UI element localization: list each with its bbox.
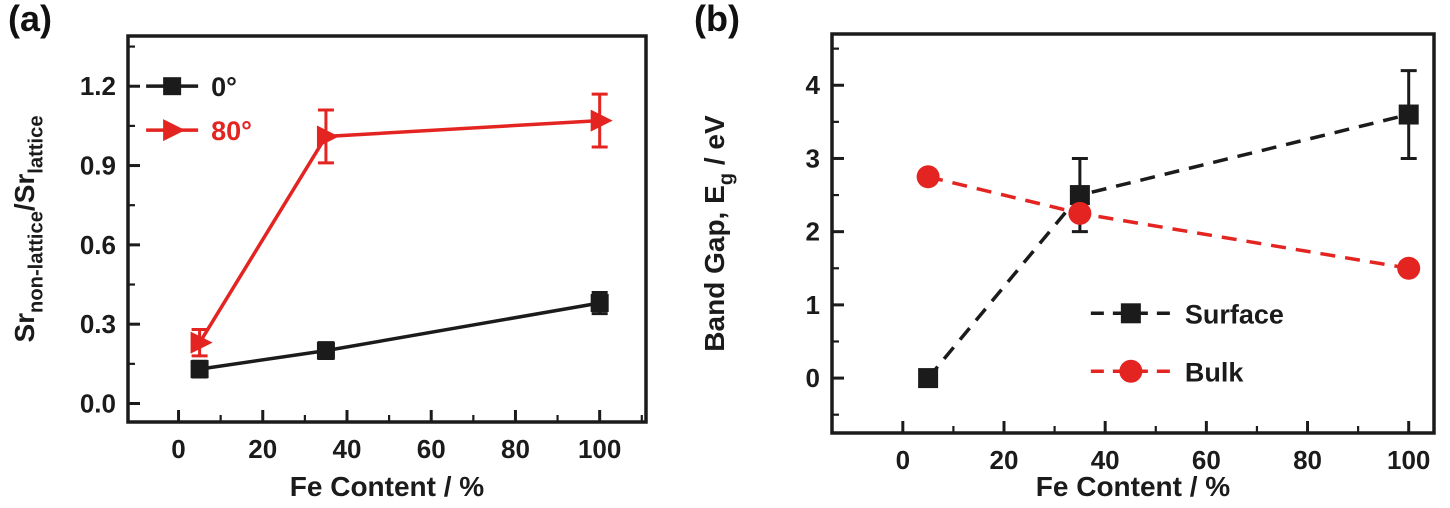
x-tick-label: 60 — [417, 434, 446, 464]
legend-label: 80° — [211, 116, 252, 146]
y-axis-label: Srnon-lattice/Srlattice — [9, 115, 47, 342]
y-tick-label: 4 — [806, 70, 821, 100]
panel-a-chart: 0 20 40 60 80 100 0.0 0.3 0.6 0.9 1.2 Fe Content / … — [9, 34, 648, 502]
y-tick-label: 0.6 — [80, 230, 116, 260]
panel-b: (b) 0 20 40 60 80 100 0 1 2 3 4 Fe Content / % Band … — [680, 0, 1450, 508]
y-tick-label: 3 — [806, 143, 820, 173]
y-tick-label: 0.9 — [80, 151, 116, 181]
plot-frame — [830, 32, 1436, 435]
legend-label: Bulk — [1185, 357, 1244, 387]
marker-square — [163, 77, 182, 96]
x-tick-label: 40 — [1091, 445, 1120, 475]
marker-square — [1069, 185, 1090, 206]
x-tick-label: 20 — [248, 434, 277, 464]
y-tick-label: 0.3 — [80, 309, 116, 339]
x-tick-label: 20 — [990, 445, 1019, 475]
panel-b-chart: 0 20 40 60 80 100 0 1 2 3 4 Fe Content / % Band Gap,… — [699, 32, 1436, 502]
marker-triangle-right — [590, 109, 613, 132]
marker-square — [1398, 104, 1419, 125]
y-tick-label: 1.2 — [80, 71, 116, 101]
x-tick-label: 40 — [333, 434, 362, 464]
legend-label: Surface — [1185, 299, 1284, 329]
x-tick-label: 80 — [501, 434, 530, 464]
x-tick-label: 0 — [896, 445, 910, 475]
series-line-Bulk — [927, 175, 1409, 271]
marker-circle — [1119, 359, 1143, 383]
marker-square — [1120, 303, 1141, 324]
x-tick-label: 100 — [1387, 445, 1430, 475]
marker-circle — [1397, 256, 1421, 280]
marker-circle — [1068, 201, 1092, 225]
y-tick-label: 0.0 — [80, 388, 116, 418]
marker-circle — [916, 165, 940, 189]
marker-triangle-right — [316, 125, 339, 148]
x-tick-label: 60 — [1192, 445, 1221, 475]
marker-square — [918, 368, 939, 389]
x-axis-label: Fe Content / % — [290, 471, 485, 502]
series-line-0° — [199, 301, 600, 371]
x-tick-label: 100 — [578, 434, 621, 464]
x-tick-label: 0 — [171, 434, 185, 464]
series-line-Surface — [926, 112, 1410, 380]
panel-a: (a) 0 20 40 60 80 100 0.0 0.3 0.6 0.9 1.2 Fe Conten… — [0, 0, 680, 508]
series-line-80° — [198, 118, 600, 344]
marker-triangle-right — [190, 331, 213, 354]
legend-label: 0° — [211, 72, 237, 102]
marker-square — [190, 360, 209, 379]
y-tick-label: 0 — [806, 363, 820, 393]
panel-b-label: (b) — [694, 0, 740, 39]
y-tick-label: 1 — [806, 290, 820, 320]
marker-square — [316, 341, 335, 360]
x-tick-label: 80 — [1293, 445, 1322, 475]
plot-frame — [126, 34, 648, 424]
y-tick-label: 2 — [806, 217, 820, 247]
y-axis-label: Band Gap, Eg / eV — [699, 115, 737, 352]
marker-square — [590, 294, 609, 313]
panel-a-label: (a) — [8, 0, 52, 39]
marker-triangle-right — [163, 119, 186, 142]
x-axis-label: Fe Content / % — [1036, 471, 1231, 502]
